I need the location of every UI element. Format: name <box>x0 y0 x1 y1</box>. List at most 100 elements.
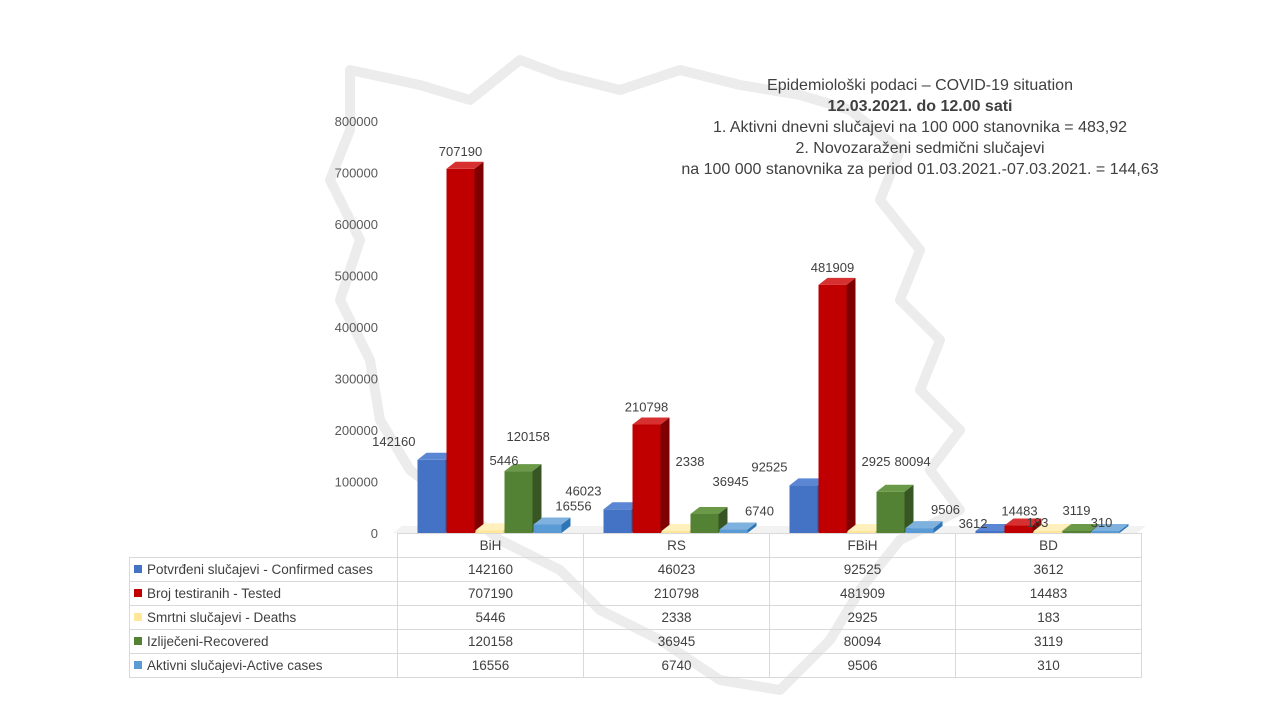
data-label: 310 <box>1091 515 1113 530</box>
data-label: 92525 <box>751 459 787 474</box>
bar-front <box>690 513 719 533</box>
bar-top <box>446 161 484 169</box>
data-label: 6740 <box>745 504 774 519</box>
bar-top <box>818 277 856 285</box>
chart-title: Epidemiološki podaci – COVID-19 situatio… <box>640 75 1200 180</box>
bar <box>905 521 943 533</box>
data-label: 183 <box>1027 515 1049 530</box>
bar <box>719 522 757 533</box>
y-tick-label: 100000 <box>335 475 378 490</box>
row-label-text: Izliječeni-Recovered <box>147 634 269 649</box>
row-label: Smrtni slučajevi - Deaths <box>129 605 398 630</box>
bar-side <box>561 517 571 533</box>
bar-front <box>417 459 446 533</box>
bar <box>504 464 542 533</box>
bar-front <box>905 528 934 533</box>
legend-swatch <box>134 637 142 646</box>
table-cell: 46023 <box>583 557 770 582</box>
column-header: RS <box>583 533 770 558</box>
title-line-2: 12.03.2021. do 12.00 sati <box>827 98 1013 115</box>
bar <box>818 277 856 533</box>
table-cell: 9506 <box>769 653 956 678</box>
bar-front <box>789 485 818 533</box>
table-cell: 14483 <box>955 581 1142 606</box>
bar-top <box>533 517 571 525</box>
table-cell: 80094 <box>769 629 956 654</box>
data-label: 3119 <box>1063 503 1091 518</box>
table-cell: 2338 <box>583 605 770 630</box>
table-cell: 142160 <box>397 557 584 582</box>
table-cell: 481909 <box>769 581 956 606</box>
table-cell: 210798 <box>583 581 770 606</box>
column-header: BD <box>955 533 1142 558</box>
data-label: 120158 <box>507 429 550 444</box>
bar-side <box>1119 524 1129 533</box>
table-row: Broj testiranih - Tested 707190 210798 4… <box>129 581 1142 606</box>
bar <box>876 484 914 533</box>
bar-front <box>446 168 475 533</box>
row-label: Broj testiranih - Tested <box>129 581 398 606</box>
row-label-text: Potvrđeni slučajevi - Confirmed cases <box>147 562 373 577</box>
bar <box>446 161 484 533</box>
data-label: 707190 <box>439 144 482 159</box>
data-label: 5446 <box>490 453 519 468</box>
data-label: 14483 <box>1001 504 1037 519</box>
column-header: FBiH <box>769 533 956 558</box>
table-cell: 36945 <box>583 629 770 654</box>
bar-front <box>876 491 905 533</box>
table-row: Smrtni slučajevi - Deaths 5446 2338 2925… <box>129 605 1142 630</box>
data-label: 210798 <box>625 399 668 414</box>
bar-side <box>660 417 670 533</box>
bar-side <box>747 522 757 533</box>
bar-front <box>504 471 533 533</box>
bar-top <box>905 521 943 529</box>
bar <box>632 417 670 533</box>
bar-front <box>719 529 748 533</box>
table-cell: 16556 <box>397 653 584 678</box>
bar-top <box>504 464 542 472</box>
bar-top <box>1033 524 1071 531</box>
bar-side <box>933 521 943 533</box>
y-tick-label: 300000 <box>335 372 378 387</box>
table-cell: 92525 <box>769 557 956 582</box>
bar-front <box>975 531 1004 533</box>
legend-swatch <box>134 565 142 574</box>
title-line-5: na 100 000 stanovnika za period 01.03.20… <box>681 161 1159 178</box>
legend-swatch <box>134 661 142 670</box>
legend-swatch <box>134 589 142 598</box>
table-header-row: BiH RS FBiH BD <box>129 533 1142 558</box>
bar-top <box>789 478 827 486</box>
bar-top <box>1091 524 1129 531</box>
bar <box>533 517 571 533</box>
data-table: BiH RS FBiH BD Potvrđeni slučajevi - Con… <box>129 533 1142 678</box>
row-label-text: Aktivni slučajevi-Active cases <box>147 658 323 673</box>
bar <box>1004 518 1042 533</box>
bar <box>690 506 728 533</box>
bar-front <box>1091 531 1120 533</box>
y-tick-label: 200000 <box>335 423 378 438</box>
bar-front <box>847 531 876 533</box>
table-cell: 120158 <box>397 629 584 654</box>
data-label: 16556 <box>555 498 591 513</box>
column-header: BiH <box>397 533 584 558</box>
bar-front <box>475 530 504 533</box>
data-label: 2925 <box>862 454 891 469</box>
table-cell: 3612 <box>955 557 1142 582</box>
bar-front <box>1004 525 1033 533</box>
bar-top <box>690 506 728 514</box>
title-line-1: Epidemiološki podaci – COVID-19 situatio… <box>767 77 1073 94</box>
data-label: 142160 <box>372 434 415 449</box>
table-cell: 5446 <box>397 605 584 630</box>
bar-top <box>417 452 455 460</box>
map-watermark <box>325 55 965 695</box>
bar-side <box>532 464 542 533</box>
title-line-4: 2. Novozaraženi sedmični slučajevi <box>795 140 1045 157</box>
table-corner <box>129 533 398 558</box>
bar-front <box>1062 531 1091 533</box>
data-label: 9506 <box>931 502 960 517</box>
bar-top <box>847 524 885 531</box>
bar-top <box>719 522 757 530</box>
bar-front <box>533 524 562 533</box>
bar-top <box>603 502 641 510</box>
